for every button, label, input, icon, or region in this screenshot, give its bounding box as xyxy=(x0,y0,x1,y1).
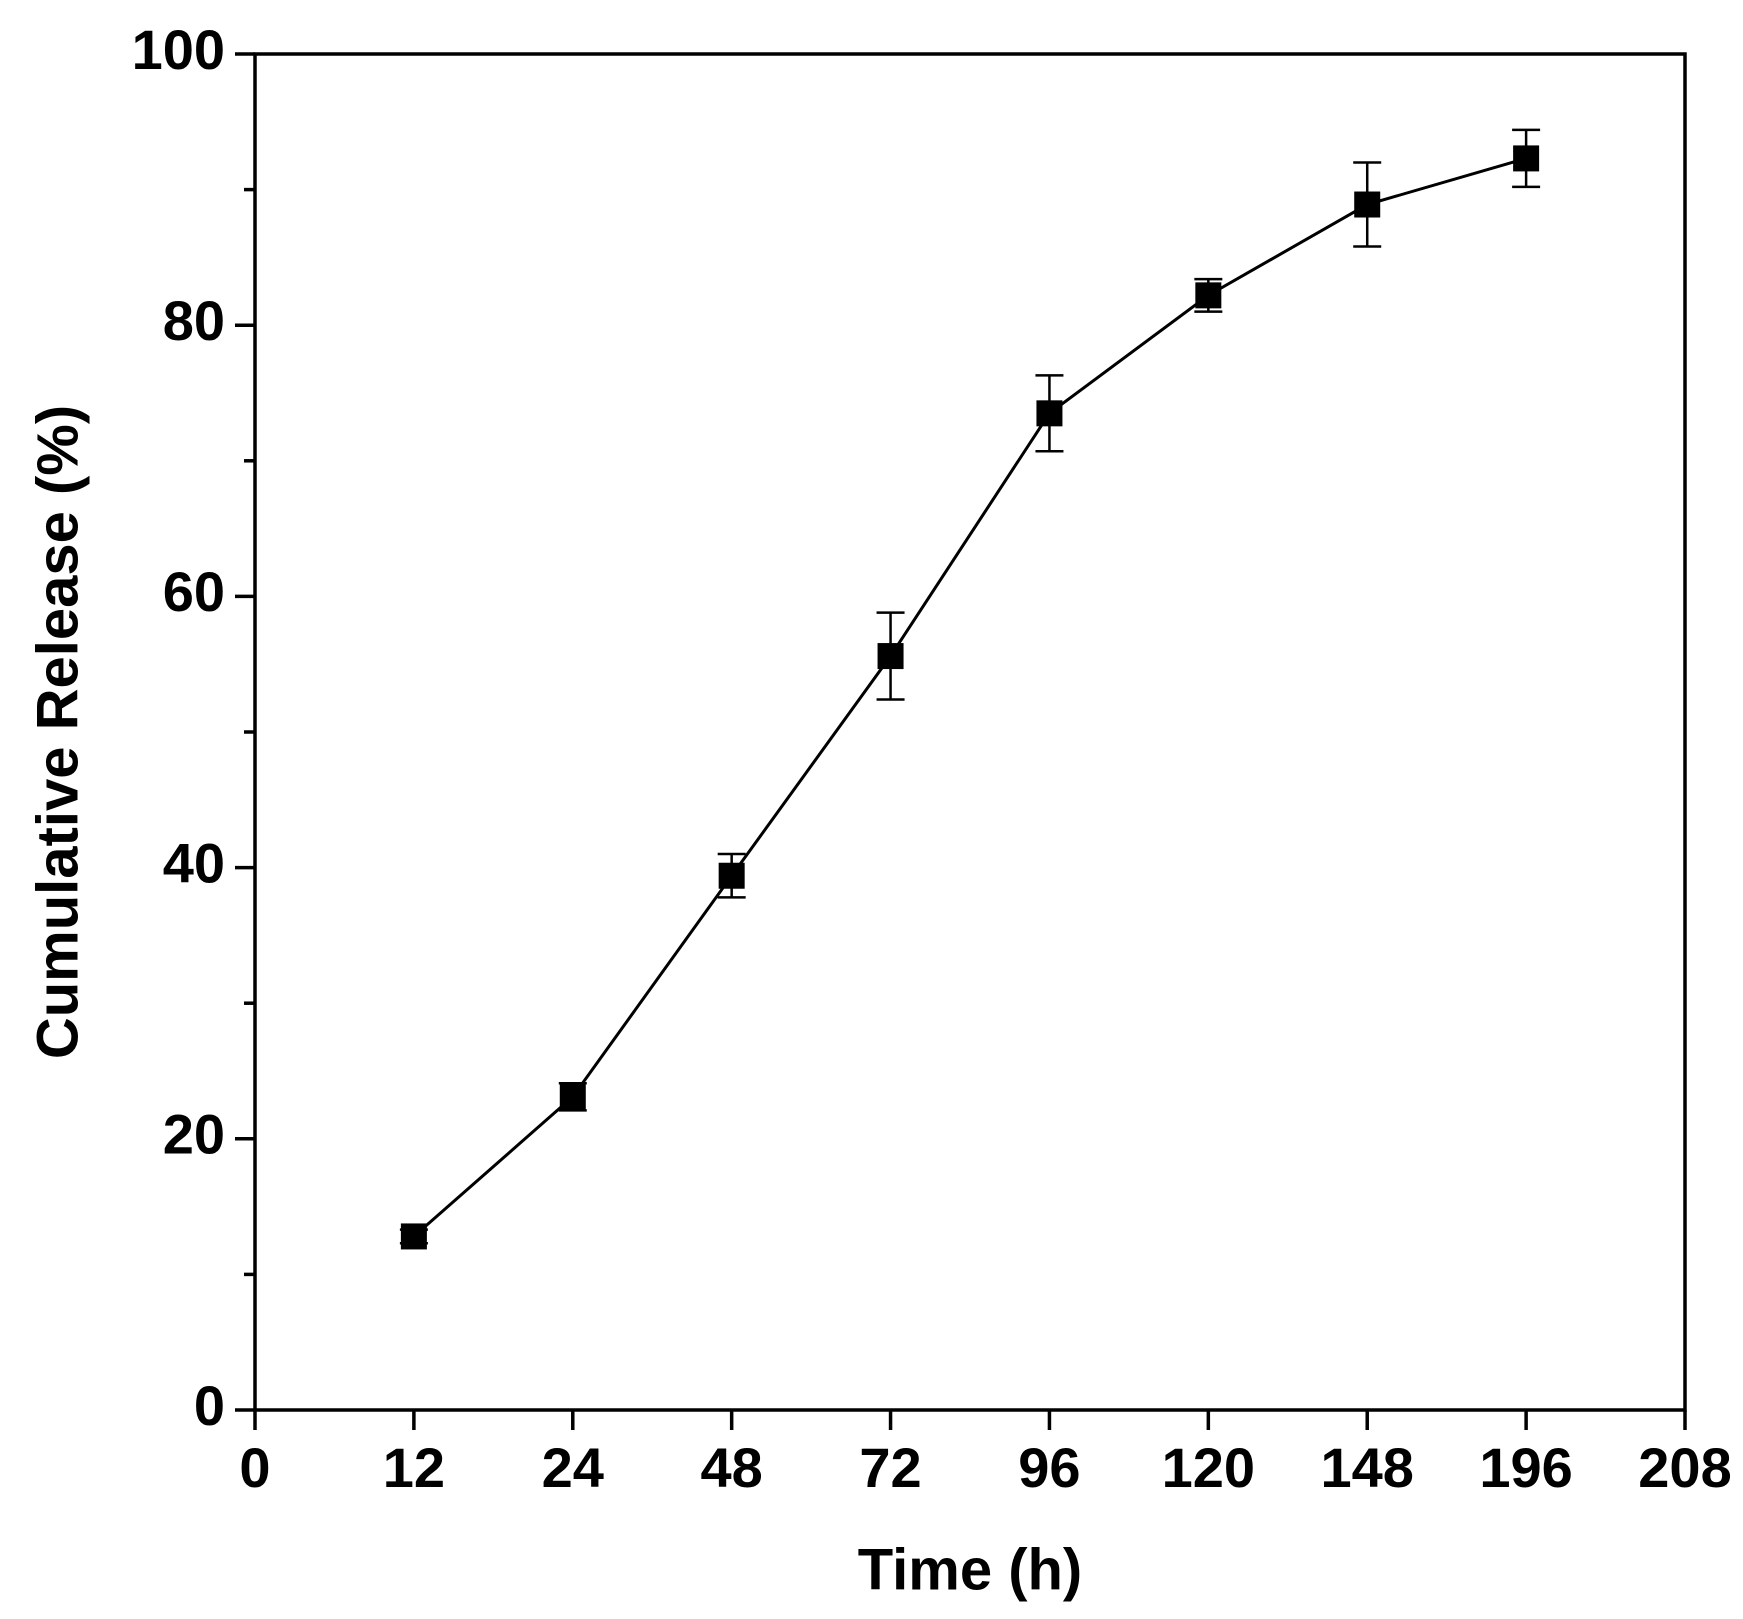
x-tick-label: 12 xyxy=(383,1436,445,1499)
series-line xyxy=(412,156,1527,1238)
x-tick-label: 148 xyxy=(1321,1436,1414,1499)
marker xyxy=(877,643,904,670)
x-tick-label: 196 xyxy=(1479,1436,1572,1499)
x-tick-label: 48 xyxy=(701,1436,763,1499)
x-tick-label: 96 xyxy=(1018,1436,1080,1499)
x-tick-label: 120 xyxy=(1162,1436,1255,1499)
marker xyxy=(1354,191,1381,218)
y-tick-label: 60 xyxy=(163,560,225,623)
y-tick-label: 80 xyxy=(163,289,225,352)
marker xyxy=(718,862,745,889)
marker xyxy=(1195,282,1222,309)
marker xyxy=(1036,400,1063,427)
y-tick-label: 40 xyxy=(163,831,225,894)
x-tick-label: 208 xyxy=(1638,1436,1731,1499)
plot-frame xyxy=(253,52,1687,1412)
x-tick-label: 72 xyxy=(859,1436,921,1499)
marker xyxy=(1513,145,1540,172)
y-tick-label: 20 xyxy=(163,1103,225,1166)
marker xyxy=(400,1223,427,1250)
y-tick-label: 100 xyxy=(132,18,225,81)
marker xyxy=(559,1083,586,1110)
x-tick-label: 24 xyxy=(542,1436,604,1499)
y-tick-label: 0 xyxy=(194,1374,225,1437)
x-axis-title: Time (h) xyxy=(858,1537,1083,1602)
x-tick-label: 0 xyxy=(239,1436,270,1499)
y-axis-title: Cumulative Release (%) xyxy=(25,405,90,1059)
